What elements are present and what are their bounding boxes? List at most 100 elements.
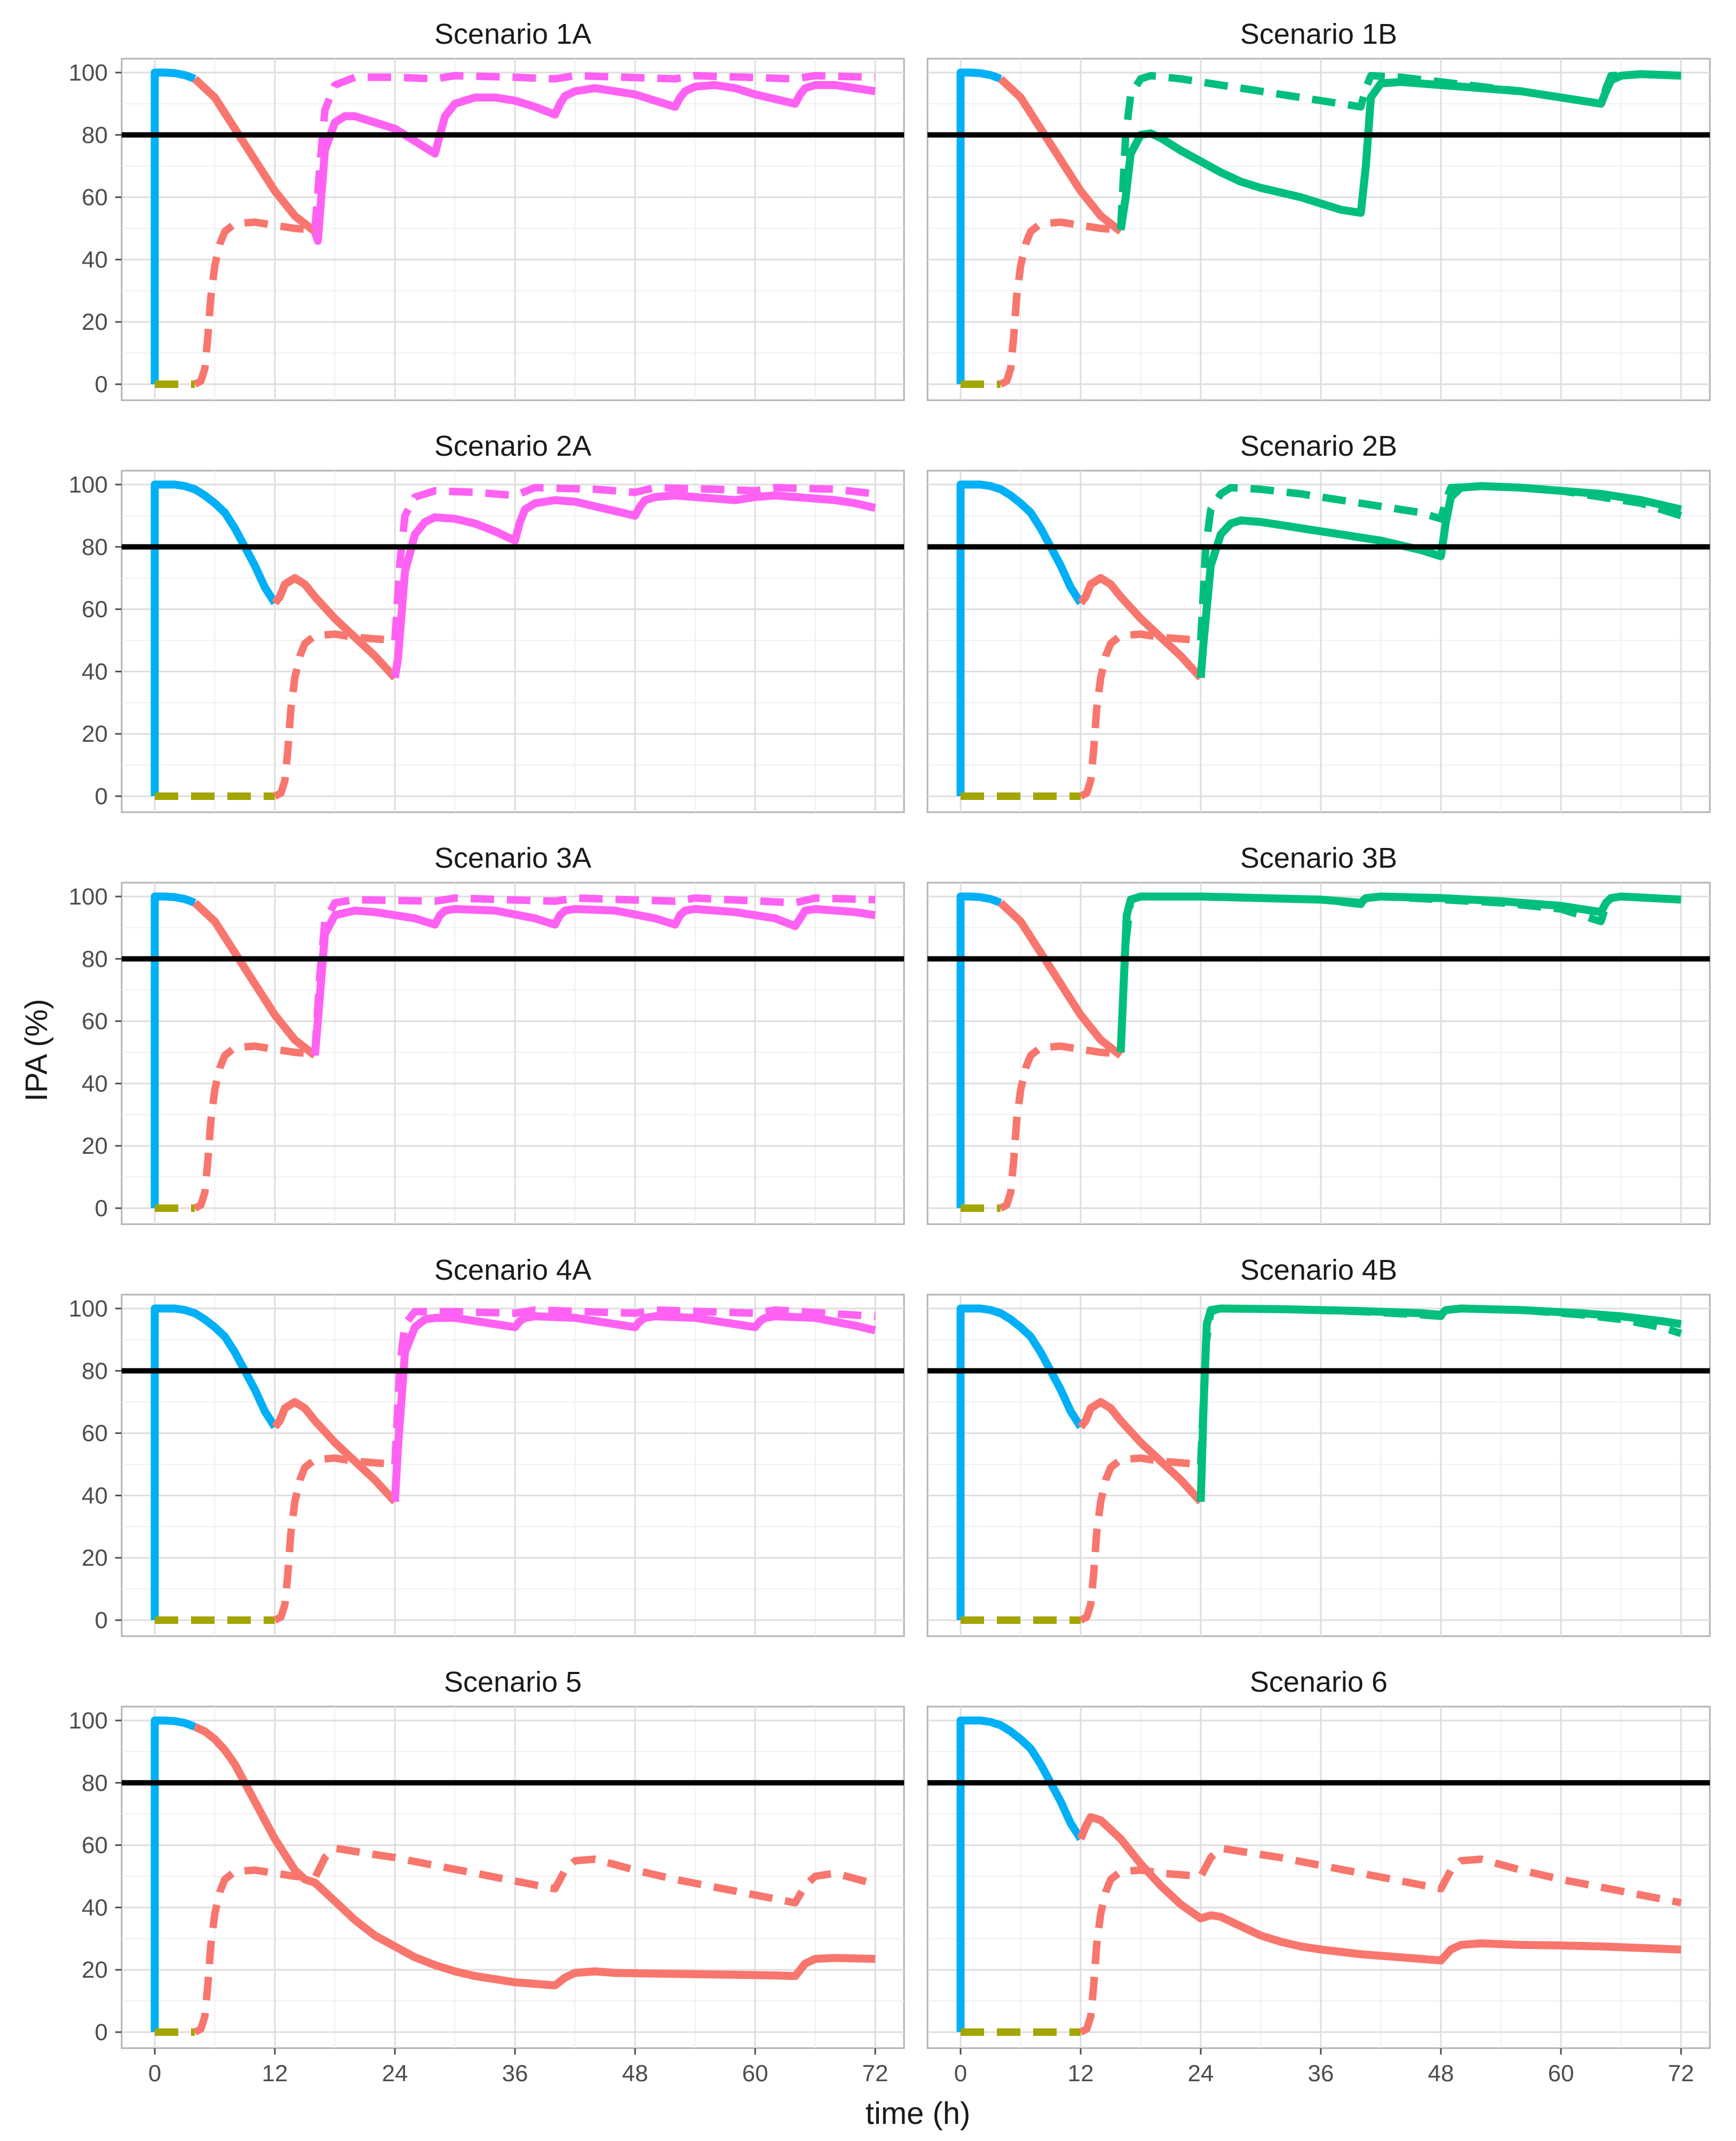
series-red-dashed bbox=[1079, 630, 1201, 800]
series-red-dashed bbox=[193, 1042, 315, 1212]
y-tick-label: 0 bbox=[95, 783, 108, 810]
y-tick-label: 0 bbox=[95, 371, 108, 398]
y-tick-label: 60 bbox=[82, 1009, 108, 1035]
y-tick-label: 60 bbox=[82, 185, 108, 211]
y-tick-label: 40 bbox=[82, 659, 108, 685]
y-tick-label: 20 bbox=[82, 1957, 108, 1983]
panel-7: Scenario 4A 0 20 40 60 80 100 bbox=[69, 1254, 905, 1637]
series-red-solid bbox=[997, 900, 1123, 1059]
y-tick-label: 20 bbox=[82, 309, 108, 335]
y-tick-label: 60 bbox=[82, 597, 108, 623]
panel-title: Scenario 3A bbox=[434, 842, 591, 874]
panel-title: Scenario 4B bbox=[1240, 1254, 1397, 1286]
panel-5: Scenario 3A 0 20 40 60 80 100 bbox=[69, 842, 905, 1225]
y-tick-label: 60 bbox=[82, 1833, 108, 1859]
panel-title: Scenario 3B bbox=[1240, 842, 1397, 874]
series-red-solid bbox=[1077, 574, 1204, 681]
series-red-solid bbox=[192, 76, 318, 235]
x-tick-label: 24 bbox=[382, 2060, 408, 2087]
panel-background bbox=[121, 882, 905, 1225]
series-blue-solid bbox=[956, 68, 1002, 384]
panel-9: Scenario 5 0 20 40 60 80 100 0 12 24 36 48 60 72 bbox=[69, 1666, 905, 2087]
y-tick-label: 0 bbox=[95, 1195, 108, 1222]
series-red-dashed bbox=[193, 1844, 876, 2036]
panel-title: Scenario 6 bbox=[1250, 1666, 1388, 1698]
series-magenta-dashed bbox=[311, 894, 876, 1054]
x-tick-label: 72 bbox=[862, 2060, 889, 2087]
y-tick-label: 80 bbox=[82, 1358, 108, 1384]
x-tick-label: 60 bbox=[742, 2060, 768, 2087]
series-red-solid bbox=[997, 76, 1123, 235]
x-tick-label: 48 bbox=[1428, 2060, 1454, 2087]
y-tick-label: 20 bbox=[82, 721, 108, 747]
panel-background bbox=[926, 470, 1711, 813]
y-tick-label: 20 bbox=[82, 1545, 108, 1571]
panel-4: Scenario 2B bbox=[926, 430, 1711, 813]
y-axis-title: IPA (%) bbox=[19, 999, 54, 1101]
panel-title: Scenario 2B bbox=[1240, 430, 1397, 462]
panel-8: Scenario 4B bbox=[926, 1254, 1711, 1637]
panel-background bbox=[121, 58, 905, 401]
y-tick-label: 100 bbox=[69, 884, 108, 910]
panel-background bbox=[121, 470, 905, 813]
series-magenta-dashed bbox=[391, 1306, 876, 1465]
series-red-solid bbox=[192, 900, 318, 1059]
panel-background bbox=[121, 1294, 905, 1637]
y-tick-label: 40 bbox=[82, 1482, 108, 1509]
series-blue-solid bbox=[150, 68, 196, 384]
panel-1: Scenario 1A 0 20 40 60 80 100 bbox=[69, 18, 905, 401]
series-green-dashed bbox=[1197, 1305, 1683, 1465]
series-magenta-solid bbox=[311, 905, 876, 1056]
series-red-solid bbox=[1077, 1813, 1682, 1965]
x-tick-label: 0 bbox=[148, 2060, 161, 2087]
series-red-dashed bbox=[998, 218, 1121, 388]
panel-background bbox=[926, 1294, 1711, 1637]
panel-10: Scenario 6 0 12 24 36 48 60 72 bbox=[926, 1666, 1711, 2087]
panel-title: Scenario 1A bbox=[434, 18, 591, 50]
y-tick-label: 80 bbox=[82, 1770, 108, 1796]
x-tick-label: 60 bbox=[1548, 2060, 1574, 2087]
y-tick-label: 80 bbox=[82, 122, 108, 148]
x-tick-label: 48 bbox=[622, 2060, 648, 2087]
panels-layer: Scenario 1A 0 20 40 60 80 100 Scenario 1B Scenar… bbox=[69, 18, 1711, 2087]
panel-background bbox=[926, 58, 1711, 401]
series-red-dashed bbox=[273, 1454, 395, 1624]
series-red-solid bbox=[193, 1723, 876, 1989]
series-green-dashed bbox=[1117, 893, 1682, 1053]
x-tick-label: 24 bbox=[1188, 2060, 1214, 2087]
series-magenta-dashed bbox=[391, 483, 876, 641]
x-tick-label: 12 bbox=[262, 2060, 288, 2087]
y-tick-label: 40 bbox=[82, 1070, 108, 1097]
series-green-dashed bbox=[1117, 70, 1682, 229]
series-magenta-solid bbox=[391, 1312, 876, 1502]
series-red-solid bbox=[272, 574, 398, 681]
x-tick-label: 72 bbox=[1668, 2060, 1694, 2087]
y-tick-label: 40 bbox=[82, 1894, 108, 1921]
y-tick-label: 60 bbox=[82, 1421, 108, 1447]
panel-title: Scenario 2A bbox=[434, 430, 591, 462]
series-red-dashed bbox=[1079, 1844, 1682, 2036]
y-tick-label: 40 bbox=[82, 247, 108, 273]
y-tick-label: 100 bbox=[69, 60, 108, 86]
series-red-dashed bbox=[193, 218, 315, 388]
series-blue-solid bbox=[956, 1304, 1084, 1620]
series-blue-solid bbox=[150, 480, 279, 796]
series-blue-solid bbox=[150, 1304, 279, 1620]
series-red-solid bbox=[272, 1398, 398, 1505]
y-tick-label: 100 bbox=[69, 1708, 108, 1734]
x-tick-label: 12 bbox=[1068, 2060, 1094, 2087]
series-blue-solid bbox=[150, 1716, 196, 2032]
x-tick-label: 36 bbox=[502, 2060, 528, 2087]
series-magenta-solid bbox=[391, 491, 876, 679]
panel-6: Scenario 3B bbox=[926, 842, 1711, 1225]
panel-title: Scenario 5 bbox=[444, 1666, 582, 1698]
panel-background bbox=[121, 1706, 905, 2049]
panel-title: Scenario 1B bbox=[1240, 18, 1397, 50]
series-magenta-solid bbox=[311, 81, 876, 245]
series-blue-solid bbox=[956, 480, 1084, 796]
series-magenta-dashed bbox=[311, 72, 876, 231]
series-green-dashed bbox=[1197, 482, 1683, 641]
series-red-dashed bbox=[1079, 1454, 1201, 1624]
y-tick-label: 100 bbox=[69, 1296, 108, 1322]
